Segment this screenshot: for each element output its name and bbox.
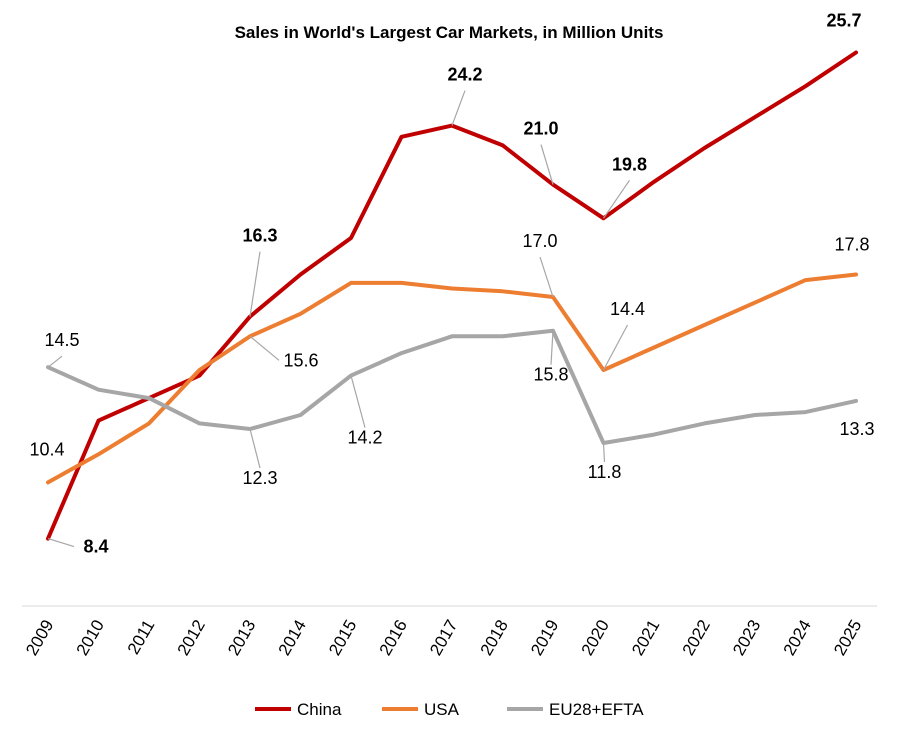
- leader-line: [350, 375, 366, 428]
- legend: China USA EU28+EFTA: [255, 700, 644, 719]
- data-label: 11.8: [588, 462, 622, 482]
- data-label: 8.4: [83, 537, 108, 557]
- x-tick-label: 2012: [174, 617, 209, 659]
- x-tick-label: 2019: [527, 617, 562, 659]
- x-tick-label: 2022: [679, 617, 714, 659]
- x-tick-label: 2025: [830, 617, 865, 659]
- data-label: 12.3: [242, 468, 277, 488]
- data-label-layer: 8.4 16.3 24.2 21.0 19.8 25.7 10.4 15.6 17.0 14.4 1…: [29, 11, 874, 557]
- data-label: 21.0: [523, 119, 558, 139]
- series-line-eu28-efta: [46, 328, 858, 445]
- data-label: 14.2: [347, 428, 382, 448]
- x-tick-label: 2017: [426, 617, 461, 659]
- leader-line: [539, 256, 554, 298]
- leader-line: [47, 538, 75, 548]
- leader-line: [603, 179, 630, 219]
- leader-line: [451, 90, 466, 126]
- data-label: 24.2: [447, 65, 482, 85]
- leader-layer: [47, 90, 630, 548]
- data-label: 25.7: [826, 11, 861, 31]
- x-tick-label: 2015: [325, 617, 360, 659]
- x-tick-label: 2018: [477, 617, 512, 659]
- leader-line: [249, 335, 280, 361]
- data-label: 17.8: [834, 235, 869, 255]
- x-tick-label: 2020: [578, 617, 613, 659]
- leader-line: [602, 324, 629, 371]
- data-label: 17.0: [522, 231, 557, 251]
- data-label: 14.4: [610, 299, 645, 319]
- chart-title: Sales in World's Largest Car Markets, in…: [235, 23, 664, 42]
- leader-line: [550, 330, 554, 365]
- leader-line: [249, 428, 261, 469]
- data-label: 13.3: [839, 419, 874, 439]
- x-tick-layer: 2009 2010 2011 2012 2013 2014 2015 2016 2017 2018…: [22, 617, 865, 659]
- legend-label: China: [297, 700, 342, 719]
- data-label: 19.8: [612, 154, 647, 174]
- data-label: 16.3: [242, 226, 277, 246]
- x-tick-label: 2024: [780, 617, 815, 659]
- x-tick-label: 2023: [729, 617, 764, 659]
- data-label: 15.6: [283, 350, 318, 370]
- legend-label: EU28+EFTA: [549, 700, 644, 719]
- x-tick-label: 2009: [22, 617, 57, 659]
- data-label: 10.4: [29, 439, 64, 459]
- data-label: 15.8: [533, 365, 568, 385]
- leader-line: [47, 355, 63, 368]
- leader-line: [249, 251, 261, 317]
- legend-label: USA: [424, 700, 460, 719]
- x-tick-label: 2016: [376, 617, 411, 659]
- x-tick-label: 2010: [73, 617, 108, 659]
- x-tick-label: 2013: [224, 617, 259, 659]
- x-tick-label: 2014: [275, 617, 310, 659]
- x-tick-label: 2021: [628, 617, 663, 659]
- leader-line: [602, 442, 606, 463]
- series-line-usa: [46, 272, 858, 485]
- data-label: 14.5: [44, 330, 79, 350]
- x-tick-label: 2011: [124, 617, 159, 658]
- leader-line: [540, 144, 554, 185]
